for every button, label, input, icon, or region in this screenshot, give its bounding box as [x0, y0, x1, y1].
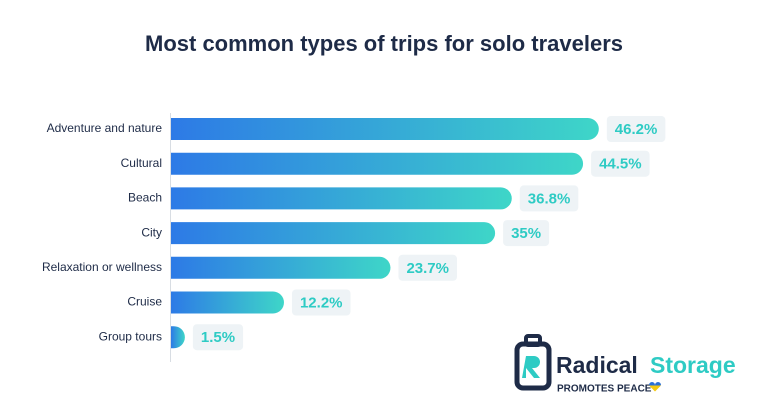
logo: Radical Storage PROMOTES PEACE	[514, 334, 736, 395]
value-label-bg	[606, 116, 666, 142]
value-label-bg	[519, 185, 579, 212]
value-label: 12.2%	[300, 294, 343, 311]
y-tick-label: City	[141, 225, 162, 239]
bar	[171, 256, 391, 279]
chart-title: Most common types of trips for solo trav…	[145, 31, 623, 56]
value-label: 46.2%	[615, 121, 658, 138]
value-label: 1.5%	[201, 329, 235, 346]
bar	[171, 222, 496, 245]
value-label: 35%	[511, 225, 541, 242]
bar	[171, 326, 185, 349]
bar	[171, 291, 284, 314]
value-label: 44.5%	[599, 156, 642, 173]
y-tick-label: Group tours	[99, 329, 162, 343]
y-tick-label: Cruise	[127, 295, 162, 309]
value-label: 23.7%	[406, 260, 449, 277]
y-tick-label: Cultural	[121, 156, 162, 170]
y-tick-label: Adventure and nature	[47, 121, 163, 135]
bar	[171, 118, 599, 140]
heart-bottom	[649, 385, 661, 392]
bar	[171, 152, 584, 175]
value-label: 36.8%	[528, 190, 571, 207]
logo-tagline: PROMOTES PEACE	[557, 384, 652, 395]
y-tick-label: Beach	[128, 191, 162, 205]
y-tick-label: Relaxation or wellness	[42, 260, 162, 274]
logo-word: Storage	[650, 352, 736, 378]
logo-word: Radical	[556, 352, 638, 378]
value-label-bg	[192, 324, 244, 351]
value-label-bg	[591, 150, 650, 177]
logo-icon-r	[522, 356, 540, 378]
value-label-bg	[503, 220, 550, 247]
value-label-bg	[291, 289, 351, 316]
value-label-bg	[398, 254, 458, 281]
logo-icon-handle	[524, 334, 542, 347]
bar	[171, 187, 512, 210]
